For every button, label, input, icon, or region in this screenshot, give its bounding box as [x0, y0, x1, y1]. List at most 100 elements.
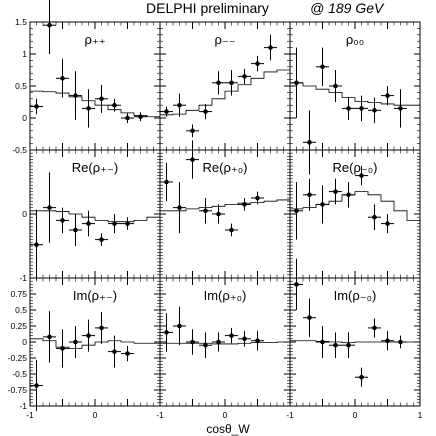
y-tick-label: 0.5 [15, 81, 27, 91]
data-point [294, 282, 299, 287]
data-point [60, 76, 65, 81]
chart-subtitle-energy: @ 189 GeV [310, 0, 384, 16]
data-point [112, 221, 117, 226]
data-point [294, 208, 299, 214]
y-tick-label: 0 [22, 337, 27, 347]
data-point [307, 315, 312, 320]
model-histogram [160, 199, 290, 212]
y-tick-label: 0 [22, 113, 27, 123]
model-histogram [290, 82, 420, 106]
data-point [372, 214, 377, 220]
data-point [34, 104, 39, 109]
data-point [164, 179, 169, 185]
data-point [125, 351, 130, 356]
y-tick-label: -1 [19, 401, 27, 411]
data-point [177, 102, 182, 108]
data-point [60, 346, 65, 351]
panel-label: ρ₀₀ [346, 32, 364, 47]
panel-label: Re(ρ₊₀) [203, 160, 248, 175]
data-point [255, 61, 260, 66]
y-tick-label: 0.5 [15, 305, 27, 315]
panel-label: Im(ρ₊₀) [204, 288, 247, 303]
panel-label: Re(ρ₊₋) [72, 160, 118, 175]
panel-label: ρ₊₊ [84, 32, 105, 47]
data-point [99, 237, 104, 242]
y-tick-label: -0.5 [12, 145, 27, 155]
data-point [203, 208, 208, 214]
data-point [320, 64, 325, 70]
model-histogram [30, 90, 160, 118]
data-point [138, 114, 143, 120]
data-point [203, 109, 208, 114]
data-point [190, 128, 195, 134]
data-point [47, 22, 52, 28]
data-point [190, 339, 195, 345]
model-histogram [30, 210, 160, 223]
data-point [255, 195, 260, 201]
y-tick-label: -0.25 [8, 353, 28, 363]
data-point [73, 93, 78, 98]
data-point [164, 109, 169, 114]
data-point [255, 338, 260, 344]
panel-label: Im(ρ₊₋) [73, 288, 117, 303]
data-point [47, 334, 52, 340]
data-point [346, 192, 351, 198]
data-point [125, 115, 130, 121]
data-point [47, 205, 52, 210]
data-point [177, 323, 182, 329]
y-tick-label: 0.75 [10, 289, 27, 299]
data-point [177, 205, 182, 210]
data-point [268, 45, 273, 50]
data-point [320, 339, 325, 345]
x-tick-label: 0 [93, 410, 98, 420]
data-point [385, 93, 390, 98]
data-point [229, 227, 234, 233]
data-point [359, 106, 364, 111]
data-point [216, 339, 221, 345]
y-tick-label: -0.5 [12, 369, 27, 379]
data-point [216, 211, 221, 217]
data-point [372, 325, 377, 331]
data-point [398, 106, 403, 111]
chart-title: DELPHI preliminary [146, 0, 269, 16]
data-point [385, 221, 390, 226]
data-point [112, 102, 117, 108]
data-point [372, 108, 377, 113]
data-point [125, 221, 130, 226]
model-histogram [160, 341, 290, 345]
data-point [229, 80, 234, 86]
model-histogram [290, 340, 420, 344]
x-tick-label: -1 [286, 410, 294, 420]
y-tick-label: 0.25 [10, 321, 27, 331]
data-point [320, 202, 325, 207]
x-tick-label: 0 [223, 410, 228, 420]
panel-label: Im(ρ₋₀) [334, 288, 377, 303]
data-point [385, 338, 390, 344]
data-point [294, 80, 299, 86]
y-tick-label: 1 [22, 49, 27, 59]
y-tick-label: 0 [22, 209, 27, 219]
x-tick-label: -1 [26, 410, 34, 420]
data-point [398, 339, 403, 345]
data-point [333, 83, 338, 89]
model-histogram [290, 191, 420, 221]
data-point [216, 80, 221, 86]
data-point [333, 189, 338, 194]
data-point [99, 96, 104, 102]
panel-label: ρ₋₋ [214, 32, 235, 47]
data-point [86, 221, 91, 226]
data-point [242, 74, 247, 79]
data-point [307, 192, 312, 198]
data-point [99, 325, 104, 331]
data-point [346, 342, 351, 348]
data-point [73, 227, 78, 233]
data-point [86, 333, 91, 338]
data-point [203, 342, 208, 348]
data-point [229, 333, 234, 338]
data-point [34, 242, 39, 248]
data-point [359, 374, 364, 380]
data-point [164, 330, 169, 335]
data-point [190, 157, 195, 162]
x-axis-label: cosθ_W [206, 422, 250, 436]
